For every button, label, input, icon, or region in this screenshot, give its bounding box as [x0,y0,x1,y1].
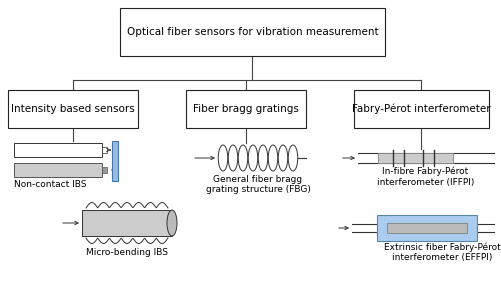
Bar [102,147,107,153]
Ellipse shape [238,145,247,171]
Text: Extrinsic fiber Fabry-Pérot
interferometer (EFFPI): Extrinsic fiber Fabry-Pérot interferomet… [383,242,499,262]
Ellipse shape [258,145,267,171]
Ellipse shape [228,145,237,171]
Text: Intensity based sensors: Intensity based sensors [11,104,135,114]
Text: Non-contact IBS: Non-contact IBS [14,180,86,189]
Ellipse shape [167,210,177,236]
Bar [102,167,107,173]
Text: Fabry-Pérot interferometer: Fabry-Pérot interferometer [352,104,490,114]
Bar [112,141,118,181]
Bar [82,210,172,236]
Bar [14,143,102,157]
Text: In-fibre Fabry-Pérot
interferometer (IFFPI): In-fibre Fabry-Pérot interferometer (IFF… [376,167,473,187]
Text: General fiber bragg
grating structure (FBG): General fiber bragg grating structure (F… [205,175,310,194]
Ellipse shape [278,145,287,171]
Ellipse shape [218,145,227,171]
Bar [186,90,306,128]
Ellipse shape [288,145,297,171]
Bar [353,90,488,128]
Bar [377,153,452,163]
Text: Micro-bending IBS: Micro-bending IBS [86,248,168,257]
Bar [120,8,384,56]
Text: Optical fiber sensors for vibration measurement: Optical fiber sensors for vibration meas… [126,27,378,37]
Ellipse shape [268,145,277,171]
Ellipse shape [248,145,257,171]
Bar [14,163,102,177]
Bar [8,90,138,128]
Bar [386,223,466,233]
Bar [376,215,476,241]
Text: Fiber bragg gratings: Fiber bragg gratings [193,104,298,114]
